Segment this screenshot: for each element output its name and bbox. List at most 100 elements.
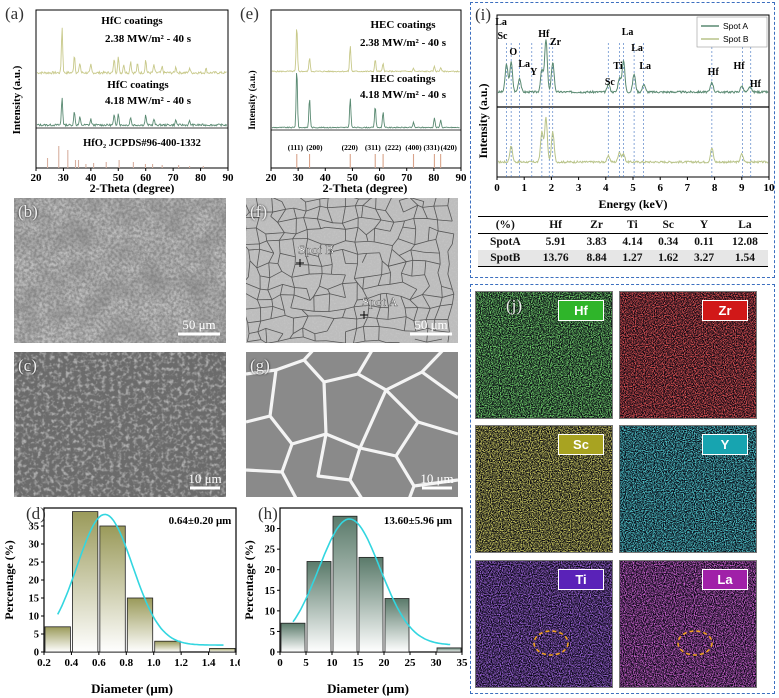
hkl-label: (311) xyxy=(365,143,381,152)
x-axis-label: Diameter (μm) xyxy=(91,681,173,696)
spot-b-marker xyxy=(296,259,304,267)
x-tick-label: 1.0 xyxy=(147,657,161,669)
peak-label: O xyxy=(509,47,517,58)
xrd-trace-top xyxy=(36,27,227,76)
y-tick-label: 0 xyxy=(270,648,275,659)
element-label: La xyxy=(702,569,748,590)
x-axis-label: Diameter (μm) xyxy=(327,681,409,696)
xrd-plot: Intensity (a.u.) HEC coatings 2.38 MW/m²… xyxy=(247,9,468,195)
trace-label-1a: HEC coatings xyxy=(370,19,436,31)
x-tick-label: 50 xyxy=(113,172,125,184)
panel-tag: (h) xyxy=(258,504,278,523)
y-axis-label: Intensity (a.u.) xyxy=(11,65,23,134)
x-tick-label: 1.4 xyxy=(202,657,216,669)
eds-map-sc: Sc xyxy=(475,425,613,553)
trace-label-2a: HfC coatings xyxy=(107,79,169,91)
table-cell: SpotB xyxy=(490,252,521,264)
table-cell: 4.14 xyxy=(622,236,643,248)
y-tick-label: 35 xyxy=(29,522,40,533)
highlight-ellipse xyxy=(677,630,713,656)
sem-image: 50 μm xyxy=(14,198,226,343)
x-tick-label: 25 xyxy=(405,657,417,669)
hkl-label: (331) xyxy=(424,143,441,152)
y-tick-label: 5 xyxy=(34,630,39,641)
panel-i-frame xyxy=(470,2,775,278)
x-tick-label: 0.6 xyxy=(92,657,106,669)
peak-label: Zr xyxy=(550,37,562,48)
table-cell: 8.84 xyxy=(586,252,607,264)
xrd-trace-mid xyxy=(271,73,460,129)
eds-map-la: La xyxy=(619,560,757,688)
x-tick-label: 0 xyxy=(277,657,283,669)
y-tick-label: 10 xyxy=(29,612,40,623)
histogram-bar xyxy=(44,626,71,653)
x-tick-label: 70 xyxy=(168,172,180,184)
peak-label: Hf xyxy=(750,79,762,90)
histogram-bar xyxy=(358,556,384,653)
element-label: Hf xyxy=(558,300,604,321)
histogram-bar xyxy=(436,647,462,653)
legend-label-a: Spot A xyxy=(723,21,748,31)
x-tick-label: 1.2 xyxy=(174,657,188,669)
xrd-reference-sticks xyxy=(46,146,204,168)
x-tick-label: 30 xyxy=(58,172,70,184)
hkl-label: (400) xyxy=(405,143,422,152)
x-tick-label: 4 xyxy=(603,182,609,194)
trace-label-1a: HfC coatings xyxy=(101,15,163,27)
panel-h-histogram: (h) Percentage (%) 13.60±5.96 μm Diamete… xyxy=(240,500,468,698)
peak-label: La xyxy=(495,17,507,28)
panel-j-frame xyxy=(470,284,775,694)
x-tick-label: 5 xyxy=(630,182,636,194)
x-tick-label: 60 xyxy=(374,172,386,184)
table-cell: 3.27 xyxy=(693,252,715,264)
xrd-trace-mid xyxy=(36,97,228,128)
y-tick-label: 30 xyxy=(29,540,40,551)
x-tick-label: 40 xyxy=(85,172,97,184)
x-tick-labels: 20 30 40 50 60 70 80 90 xyxy=(266,168,468,184)
hkl-label: (420) xyxy=(441,143,458,152)
peak-label: La xyxy=(518,59,530,70)
peak-label: La xyxy=(631,43,643,54)
x-tick-label: 5 xyxy=(303,657,309,669)
xrd-reference-sticks xyxy=(296,154,442,168)
grain-boundaries xyxy=(246,198,455,343)
table-cell: 0.34 xyxy=(658,236,679,248)
y-tick-label: 25 xyxy=(265,545,276,556)
x-tick-label: 3 xyxy=(576,182,582,194)
panel-c-sem: 10 μm (c) xyxy=(14,352,226,497)
sem-image: 10 μm xyxy=(14,352,226,497)
trace-label-1b: 2.38 MW/m² - 40 s xyxy=(360,37,447,49)
x-tick-label: 9 xyxy=(739,182,745,194)
sem-image: Spot B Spot A 50 μm xyxy=(246,198,458,343)
table-cell: 13.76 xyxy=(542,252,569,264)
x-tick-label: 7 xyxy=(685,182,691,194)
y-axis-label: Percentage (%) xyxy=(2,540,16,619)
y-tick-label: 20 xyxy=(29,576,40,587)
table-cell: 0.11 xyxy=(694,236,714,248)
hkl-label: (220) xyxy=(342,143,359,152)
y-tick-label: 15 xyxy=(265,586,276,597)
trace-label-2a: HEC coatings xyxy=(370,73,436,85)
panel-a-xrd-hfc: (a) Intensity (a.u.) HfC coatings 2.38 M… xyxy=(0,0,235,195)
eds-map-ti: Ti xyxy=(475,560,613,688)
panel-tag: (e) xyxy=(240,4,259,23)
spot-a-marker xyxy=(360,311,368,319)
hkl-labels: (111) (200) (220) (311) (222) (400) (331) (420) xyxy=(288,143,458,152)
highlight-ellipse xyxy=(533,630,569,656)
eds-map-hf: Hf xyxy=(475,291,613,419)
panel-e-xrd-hec: (e) Intensity (a.u.) HEC coatings 2.38 M… xyxy=(235,0,467,195)
header-cell: Ti xyxy=(627,219,638,231)
x-tick-label: 50 xyxy=(347,172,359,184)
hkl-label: (111) xyxy=(288,143,304,152)
peak-label: Sc xyxy=(497,31,508,42)
x-tick-label: 10 xyxy=(764,182,775,194)
trace-label-2b: 4.18 MW/m² - 40 s xyxy=(360,89,447,101)
sem-image: 10 μm xyxy=(246,352,458,497)
element-label: Ti xyxy=(558,569,604,590)
table-cell: 12.08 xyxy=(732,236,758,248)
y-tick-label: 5 xyxy=(270,627,275,638)
x-tick-label: 90 xyxy=(456,172,468,184)
header-cell: Sc xyxy=(662,219,674,231)
table-cell: 1.27 xyxy=(622,252,643,264)
x-tick-label: 30 xyxy=(293,172,305,184)
